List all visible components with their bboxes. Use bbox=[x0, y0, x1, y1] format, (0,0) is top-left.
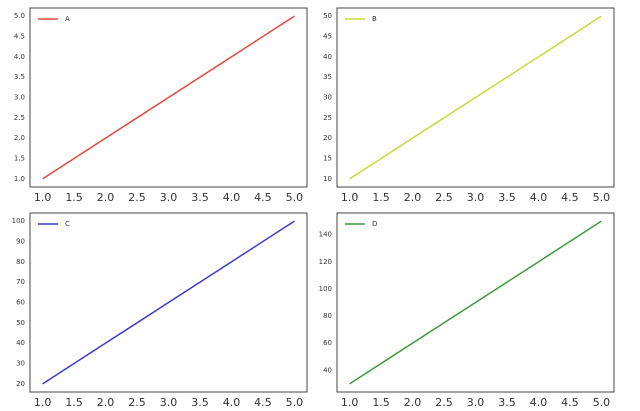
x-tick-label: 4.0 bbox=[530, 191, 548, 204]
x-tick-label: 3.5 bbox=[498, 191, 516, 204]
y-tick-label: 90 bbox=[16, 237, 25, 245]
x-tick-label: 1.5 bbox=[372, 396, 390, 409]
x-tick-label: 5.0 bbox=[286, 191, 304, 204]
x-tick-label: 1.0 bbox=[34, 191, 52, 204]
y-tick-label: 3.5 bbox=[14, 73, 25, 81]
legend-label: D bbox=[372, 220, 377, 228]
plot-frame bbox=[29, 212, 308, 393]
legend-label: C bbox=[65, 220, 70, 228]
y-tick-label: 20 bbox=[16, 380, 25, 388]
y-tick-label: 100 bbox=[319, 285, 332, 293]
x-tick-label: 4.5 bbox=[561, 396, 579, 409]
y-tick-label: 100 bbox=[12, 217, 25, 225]
x-tick-label: 1.5 bbox=[65, 396, 83, 409]
x-tick-label: 3.5 bbox=[191, 191, 209, 204]
y-tick-label: 15 bbox=[323, 155, 332, 163]
y-tick-label: 60 bbox=[323, 339, 332, 347]
y-tick-label: 40 bbox=[16, 339, 25, 347]
y-tick-label: 3.0 bbox=[14, 94, 25, 102]
x-tick-label: 4.5 bbox=[254, 191, 272, 204]
x-tick-label: 2.0 bbox=[97, 191, 115, 204]
x-tick-label: 3.5 bbox=[498, 396, 516, 409]
data-line bbox=[349, 15, 602, 180]
legend-label: A bbox=[65, 15, 70, 23]
y-tick-label: 120 bbox=[319, 258, 332, 266]
y-tick-label: 140 bbox=[319, 231, 332, 239]
y-tick-label: 1.5 bbox=[14, 155, 25, 163]
legend-label: B bbox=[372, 15, 377, 23]
y-tick-label: 70 bbox=[16, 278, 25, 286]
x-tick-label: 5.0 bbox=[593, 396, 611, 409]
x-tick-label: 2.5 bbox=[435, 191, 453, 204]
y-tick-label: 40 bbox=[323, 53, 332, 61]
x-tick-label: 3.0 bbox=[467, 191, 485, 204]
x-tick-label: 2.0 bbox=[404, 396, 422, 409]
x-tick-label: 2.0 bbox=[404, 191, 422, 204]
plot-frame bbox=[336, 212, 615, 393]
y-tick-label: 50 bbox=[323, 12, 332, 20]
x-tick-label: 4.0 bbox=[223, 396, 241, 409]
x-tick-label: 4.0 bbox=[530, 396, 548, 409]
x-tick-label: 3.0 bbox=[467, 396, 485, 409]
plot-frame bbox=[29, 7, 308, 188]
x-tick-label: 5.0 bbox=[286, 396, 304, 409]
y-tick-label: 25 bbox=[323, 114, 332, 122]
x-tick-label: 1.5 bbox=[372, 191, 390, 204]
x-tick-label: 4.5 bbox=[254, 396, 272, 409]
x-tick-label: 2.0 bbox=[97, 396, 115, 409]
y-tick-label: 35 bbox=[323, 73, 332, 81]
x-tick-label: 1.0 bbox=[341, 191, 359, 204]
x-tick-label: 4.0 bbox=[223, 191, 241, 204]
data-line bbox=[42, 220, 295, 385]
y-tick-label: 5.0 bbox=[14, 12, 25, 20]
x-tick-label: 1.0 bbox=[341, 396, 359, 409]
data-line bbox=[42, 15, 295, 180]
y-tick-label: 30 bbox=[323, 94, 332, 102]
x-tick-label: 2.5 bbox=[435, 396, 453, 409]
y-tick-label: 45 bbox=[323, 32, 332, 40]
y-tick-label: 50 bbox=[16, 319, 25, 327]
y-tick-label: 10 bbox=[323, 175, 332, 183]
x-tick-label: 3.0 bbox=[160, 191, 178, 204]
y-tick-label: 30 bbox=[16, 360, 25, 368]
plot-frame bbox=[336, 7, 615, 188]
y-tick-label: 2.0 bbox=[14, 134, 25, 142]
y-tick-label: 2.5 bbox=[14, 114, 25, 122]
y-tick-label: 20 bbox=[323, 134, 332, 142]
x-tick-label: 2.5 bbox=[128, 396, 146, 409]
y-tick-label: 80 bbox=[323, 312, 332, 320]
y-tick-label: 4.0 bbox=[14, 53, 25, 61]
x-tick-label: 2.5 bbox=[128, 191, 146, 204]
y-tick-label: 60 bbox=[16, 299, 25, 307]
x-tick-label: 4.5 bbox=[561, 191, 579, 204]
data-line bbox=[349, 220, 602, 385]
y-tick-label: 4.5 bbox=[14, 32, 25, 40]
x-tick-label: 3.5 bbox=[191, 396, 209, 409]
y-tick-label: 1.0 bbox=[14, 175, 25, 183]
x-tick-label: 1.0 bbox=[34, 396, 52, 409]
y-tick-label: 40 bbox=[323, 366, 332, 374]
x-tick-label: 5.0 bbox=[593, 191, 611, 204]
x-tick-label: 1.5 bbox=[65, 191, 83, 204]
x-tick-label: 3.0 bbox=[160, 396, 178, 409]
y-tick-label: 80 bbox=[16, 258, 25, 266]
